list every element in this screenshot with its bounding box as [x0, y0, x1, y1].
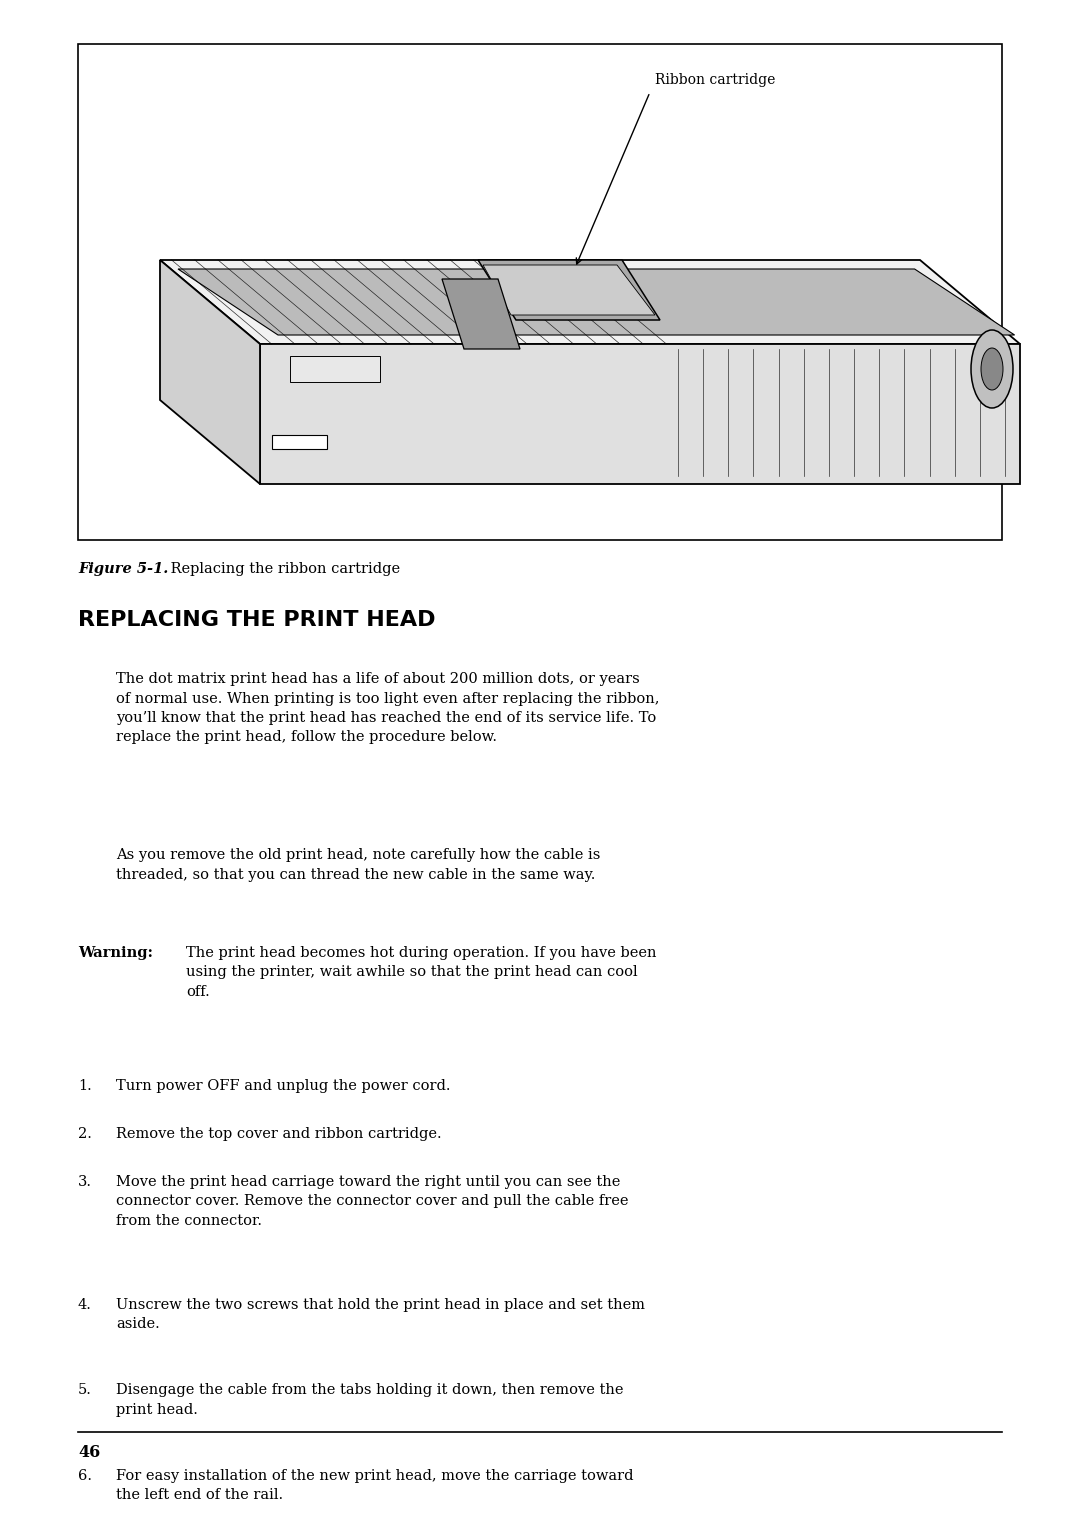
Polygon shape — [160, 260, 1020, 344]
Text: REPLACING THE PRINT HEAD: REPLACING THE PRINT HEAD — [78, 610, 435, 630]
Text: Figure 5-1.: Figure 5-1. — [78, 562, 168, 575]
Text: 4.: 4. — [78, 1298, 92, 1312]
Bar — [272, 435, 327, 449]
Text: 46: 46 — [78, 1444, 100, 1461]
Text: The print head becomes hot during operation. If you have been
using the printer,: The print head becomes hot during operat… — [186, 945, 657, 998]
Text: 2.: 2. — [78, 1126, 92, 1142]
Polygon shape — [160, 260, 260, 484]
Ellipse shape — [981, 349, 1003, 390]
Text: Disengage the cable from the tabs holding it down, then remove the
print head.: Disengage the cable from the tabs holdin… — [116, 1383, 623, 1417]
Text: As you remove the old print head, note carefully how the cable is
threaded, so t: As you remove the old print head, note c… — [116, 848, 600, 881]
Text: The dot matrix print head has a life of about 200 million dots, or years
of norm: The dot matrix print head has a life of … — [116, 673, 660, 744]
Bar — [78, 44, 1002, 540]
Text: 3.: 3. — [78, 1175, 92, 1189]
Text: Replacing the ribbon cartridge: Replacing the ribbon cartridge — [166, 562, 400, 575]
Text: Ribbon cartridge: Ribbon cartridge — [654, 73, 775, 87]
Text: 6.: 6. — [78, 1469, 92, 1482]
Ellipse shape — [971, 330, 1013, 408]
Text: Move the print head carriage toward the right until you can see the
connector co: Move the print head carriage toward the … — [116, 1175, 629, 1228]
Text: 1.: 1. — [78, 1079, 92, 1093]
Text: For easy installation of the new print head, move the carriage toward
the left e: For easy installation of the new print h… — [116, 1469, 634, 1502]
Text: Warning:: Warning: — [78, 945, 153, 960]
Text: Unscrew the two screws that hold the print head in place and set them
aside.: Unscrew the two screws that hold the pri… — [116, 1298, 645, 1332]
Text: Turn power OFF and unplug the power cord.: Turn power OFF and unplug the power cord… — [116, 1079, 450, 1093]
Polygon shape — [291, 356, 380, 382]
Polygon shape — [260, 344, 1020, 484]
Polygon shape — [478, 260, 660, 320]
Text: Remove the top cover and ribbon cartridge.: Remove the top cover and ribbon cartridg… — [116, 1126, 442, 1142]
Text: 5.: 5. — [78, 1383, 92, 1397]
Polygon shape — [483, 265, 654, 315]
Polygon shape — [178, 269, 1014, 335]
Polygon shape — [442, 279, 519, 349]
